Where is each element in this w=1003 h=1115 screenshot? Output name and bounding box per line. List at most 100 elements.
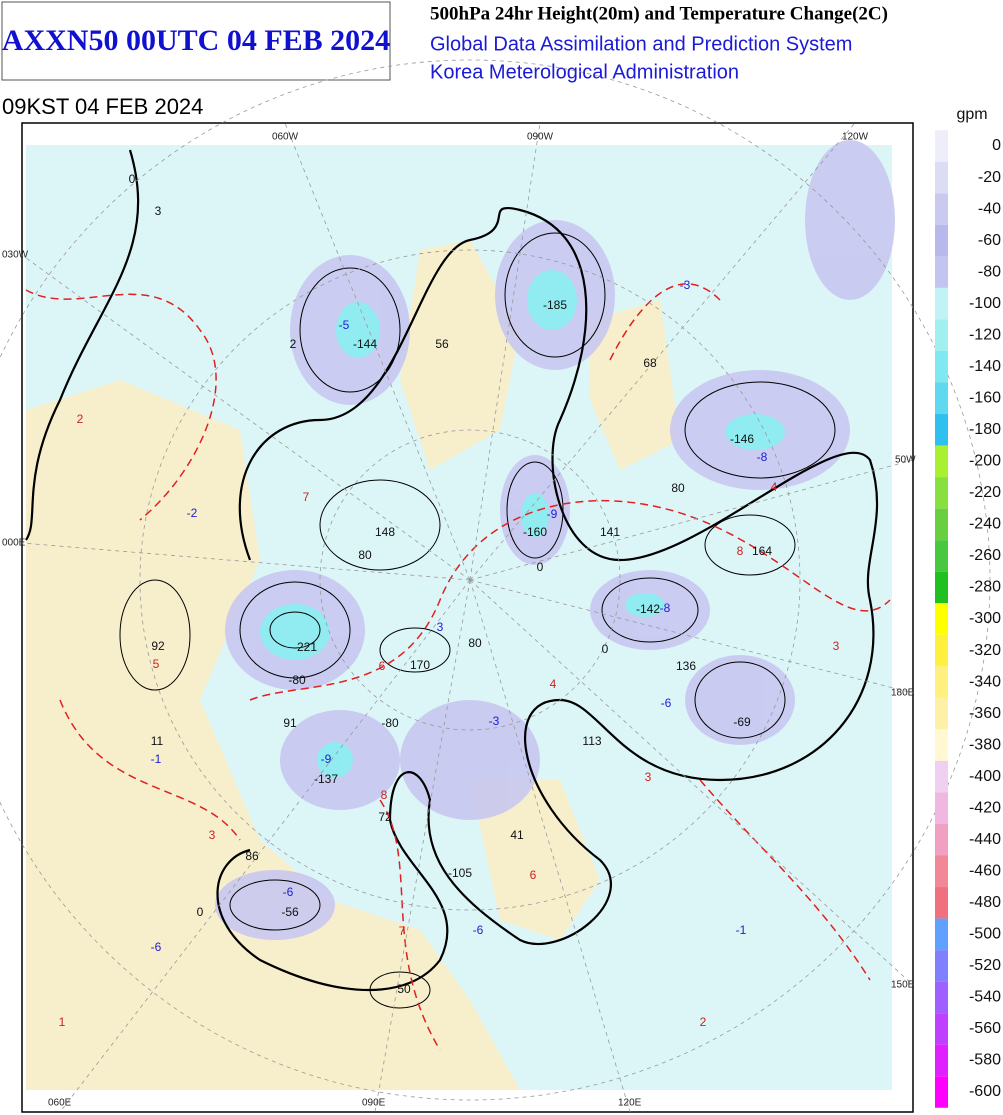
contour-label: 80 bbox=[671, 481, 685, 495]
temp-plus-label: 6 bbox=[530, 868, 537, 882]
legend-swatch bbox=[935, 1044, 948, 1077]
chart-code: AXXN50 00UTC 04 FEB 2024 bbox=[2, 24, 390, 57]
height-label: -105 bbox=[448, 866, 472, 880]
legend-swatch bbox=[935, 193, 948, 225]
contour-label: 80 bbox=[468, 636, 482, 650]
legend-label: -520 bbox=[969, 957, 1001, 974]
temp-minus-label: -8 bbox=[660, 601, 671, 615]
legend-swatch bbox=[935, 1076, 948, 1108]
legend-label: -400 bbox=[969, 768, 1001, 785]
legend-swatch bbox=[935, 697, 948, 730]
temp-plus-label: 2 bbox=[700, 1015, 707, 1029]
legend-label: -440 bbox=[969, 831, 1001, 848]
height-label: -69 bbox=[733, 715, 751, 729]
temp-minus-label: -8 bbox=[757, 450, 768, 464]
contour-label: -80 bbox=[288, 673, 306, 687]
temp-minus-label: 3 bbox=[437, 620, 444, 634]
temp-minus-label: -2 bbox=[187, 506, 198, 520]
agency-name: Korea Meterological Administration bbox=[430, 61, 739, 83]
legend-unit: gpm bbox=[956, 106, 987, 123]
grid-label: 120E bbox=[618, 1098, 642, 1109]
legend-swatch bbox=[935, 319, 948, 351]
height-label: 86 bbox=[245, 849, 259, 863]
height-label: -146 bbox=[730, 432, 754, 446]
height-label: -144 bbox=[353, 337, 377, 351]
legend-swatch bbox=[935, 477, 948, 509]
legend-label: -160 bbox=[969, 389, 1001, 406]
grid-label: 000E bbox=[2, 538, 26, 549]
legend-swatch bbox=[935, 918, 948, 951]
height-label: 50 bbox=[397, 982, 411, 996]
grid-label: 060W bbox=[272, 132, 299, 143]
height-label: 56 bbox=[435, 337, 449, 351]
height-label: 11 bbox=[151, 734, 164, 748]
legend-swatch bbox=[935, 603, 948, 635]
height-label: 141 bbox=[600, 525, 620, 539]
contour-label: 0 bbox=[602, 642, 609, 656]
legend-swatch bbox=[935, 287, 948, 320]
temp-minus-label: -6 bbox=[661, 696, 672, 710]
height-label: 164 bbox=[752, 544, 772, 558]
legend-swatch bbox=[935, 950, 948, 982]
grid-label: 030W bbox=[2, 250, 29, 261]
temp-minus-label: -1 bbox=[151, 752, 162, 766]
legend: 0 -20 -40 -60 -80 -100 -120 -140 -160 -180 -200 -22… bbox=[935, 130, 1001, 1108]
legend-label: -600 bbox=[969, 1083, 1001, 1100]
height-label: -56 bbox=[281, 905, 299, 919]
legend-label: -220 bbox=[969, 484, 1001, 501]
legend-swatch bbox=[935, 350, 948, 383]
temp-minus-label: -5 bbox=[339, 318, 350, 332]
temp-minus-label: -3 bbox=[489, 714, 500, 728]
height-label: 41 bbox=[510, 828, 524, 842]
height-label: -221 bbox=[293, 640, 317, 654]
temp-plus-label: 8 bbox=[381, 788, 388, 802]
temp-plus-label: 6 bbox=[379, 659, 386, 673]
legend-label: -140 bbox=[969, 358, 1001, 375]
temp-minus-label: -9 bbox=[547, 507, 558, 521]
legend-label: -200 bbox=[969, 453, 1001, 470]
height-label: -142 bbox=[636, 602, 660, 616]
height-label: -137 bbox=[314, 772, 338, 786]
legend-label: -340 bbox=[969, 673, 1001, 690]
code-box bbox=[1, 1, 391, 81]
temp-plus-label: 7 bbox=[303, 490, 310, 504]
height-label: 113 bbox=[582, 734, 601, 748]
temp-plus-label: 7 bbox=[399, 924, 406, 938]
map bbox=[0, 59, 991, 1113]
temp-plus-label: 3 bbox=[209, 828, 216, 842]
temp-plus-label: 3 bbox=[645, 770, 652, 784]
temp-plus-label: 3 bbox=[833, 639, 840, 653]
legend-label: -560 bbox=[969, 1020, 1001, 1037]
height-label: 72 bbox=[378, 810, 392, 824]
height-label: 68 bbox=[643, 356, 657, 370]
legend-swatch bbox=[935, 981, 948, 1014]
grid-label: 50W bbox=[895, 455, 916, 466]
temp-plus-label: 1 bbox=[59, 1015, 66, 1029]
contour-label: 0 bbox=[129, 172, 136, 186]
legend-swatch bbox=[935, 161, 948, 194]
contour-label: 0 bbox=[197, 905, 204, 919]
legend-label: -80 bbox=[978, 263, 1001, 280]
legend-label: -360 bbox=[969, 705, 1001, 722]
temp-minus-label: -6 bbox=[473, 923, 484, 937]
legend-label: -100 bbox=[969, 295, 1001, 312]
temp-plus-label: 4 bbox=[550, 677, 557, 691]
grid-label: 180E bbox=[891, 688, 915, 699]
legend-label: -500 bbox=[969, 926, 1001, 943]
legend-swatch bbox=[935, 382, 948, 415]
height-label: 3 bbox=[155, 204, 162, 218]
legend-swatch bbox=[935, 760, 948, 793]
height-label: 170 bbox=[410, 658, 430, 672]
contour-label: -80 bbox=[381, 716, 399, 730]
legend-label: -280 bbox=[969, 579, 1001, 596]
legend-label: -20 bbox=[978, 169, 1001, 186]
temp-minus-label: -9 bbox=[321, 752, 332, 766]
legend-swatch bbox=[935, 729, 948, 761]
legend-label: -380 bbox=[969, 736, 1001, 753]
temp-plus-label: 4 bbox=[771, 480, 778, 494]
grid-label: 060E bbox=[48, 1098, 72, 1109]
legend-label: -240 bbox=[969, 516, 1001, 533]
legend-swatch bbox=[935, 855, 948, 888]
